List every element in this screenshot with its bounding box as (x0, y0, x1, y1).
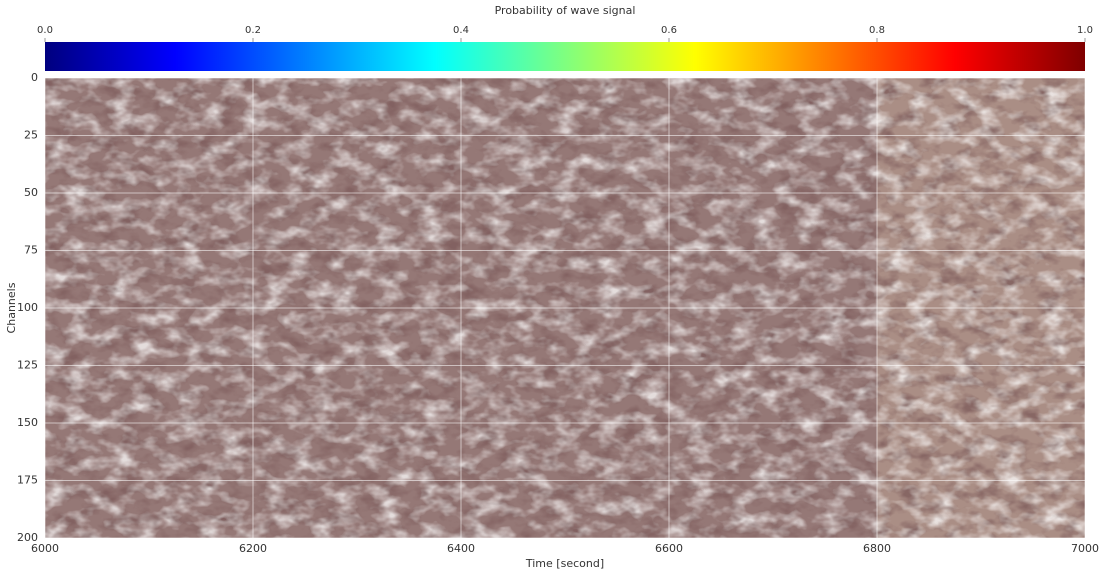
y-tick-label: 175 (17, 474, 38, 487)
x-axis-label: Time [second] (525, 557, 604, 570)
x-tick-label: 6000 (31, 542, 59, 555)
x-tick-label: 6200 (239, 542, 267, 555)
y-tick-label: 25 (24, 129, 38, 142)
y-tick-label: 150 (17, 416, 38, 429)
colorbar (45, 42, 1085, 71)
y-tick-label: 75 (24, 244, 38, 257)
colorbar-tick-label: 1.0 (1077, 25, 1093, 36)
y-axis-label: Channels (5, 282, 18, 333)
colorbar-tick-label: 0.2 (245, 25, 261, 36)
x-tick-label: 7000 (1071, 542, 1099, 555)
y-tick-label: 0 (31, 71, 38, 84)
colorbar-tick-label: 0.8 (869, 25, 885, 36)
x-tick-label: 6800 (863, 542, 891, 555)
colorbar-tick-label: 0.6 (661, 25, 677, 36)
y-tick-label: 50 (24, 186, 38, 199)
y-tick-label: 100 (17, 301, 38, 314)
colorbar-tick-label: 0.4 (453, 25, 469, 36)
y-tick-label: 200 (17, 531, 38, 544)
colorbar-tick-label: 0.0 (37, 25, 53, 36)
x-tick-label: 6400 (447, 542, 475, 555)
y-tick-label: 125 (17, 359, 38, 372)
colorbar-label: Probability of wave signal (495, 4, 636, 17)
x-tick-label: 6600 (655, 542, 683, 555)
